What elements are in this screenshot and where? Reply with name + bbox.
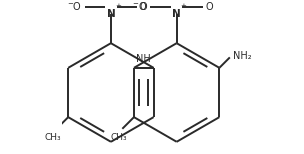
Text: NH₂: NH₂ bbox=[233, 51, 251, 61]
Text: N: N bbox=[172, 9, 181, 19]
Text: O: O bbox=[73, 2, 80, 12]
Text: CH₃: CH₃ bbox=[110, 133, 127, 142]
Text: O: O bbox=[138, 2, 146, 12]
Text: N: N bbox=[106, 9, 115, 19]
Text: −: − bbox=[133, 1, 139, 7]
Text: +: + bbox=[115, 4, 121, 10]
Text: NH: NH bbox=[136, 54, 151, 64]
Text: O: O bbox=[140, 2, 148, 12]
Text: O: O bbox=[206, 2, 213, 12]
Text: −: − bbox=[67, 1, 73, 7]
Text: +: + bbox=[181, 4, 187, 10]
Text: CH₃: CH₃ bbox=[44, 133, 61, 142]
